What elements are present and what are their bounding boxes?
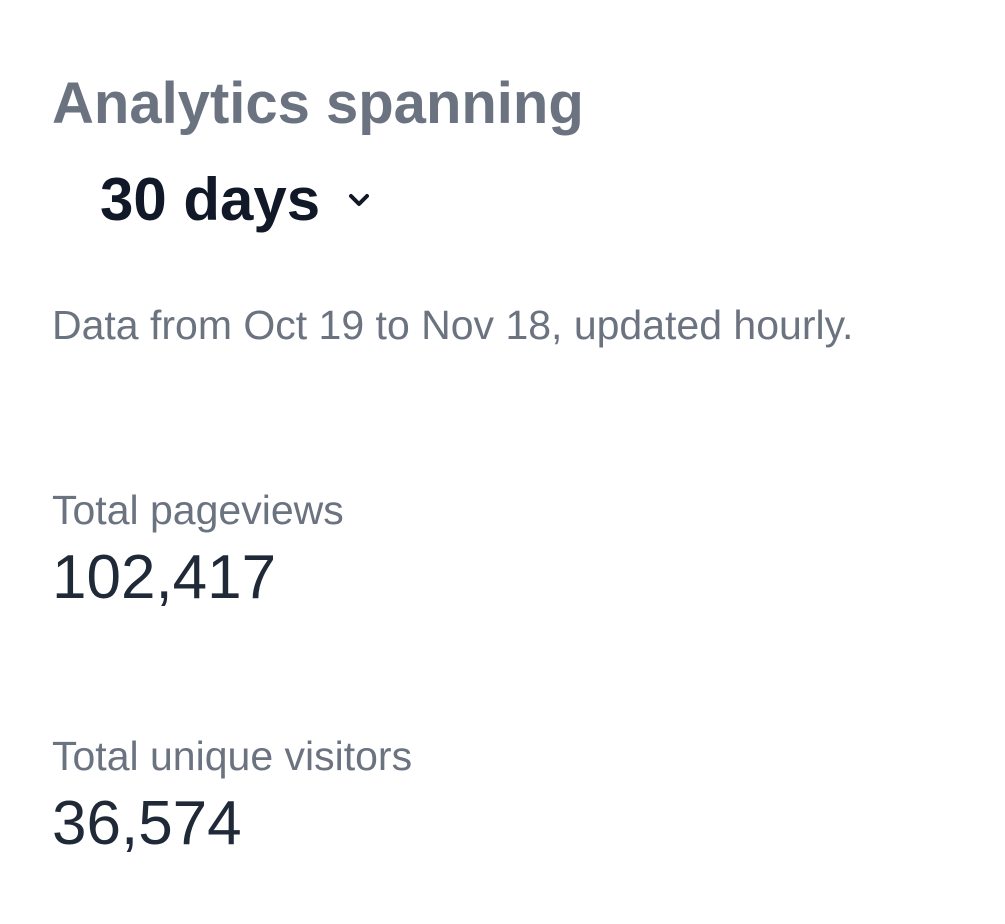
chevron-icon <box>349 193 370 206</box>
stat-block: Total pageviews 102,417 <box>52 487 344 613</box>
title: Analytics spanning <box>52 71 584 136</box>
stat-value: 36,574 <box>52 789 242 858</box>
stat-label: Total unique visitors <box>52 733 413 779</box>
range-dropdown[interactable]: 30 days <box>100 165 370 234</box>
stat-block: Total unique visitors 36,574 <box>52 733 412 859</box>
description: Data from Oct 19 to Nov 18, updated hour… <box>52 302 854 348</box>
stat-value: 102,417 <box>52 543 277 612</box>
range-label: 30 days <box>100 166 321 233</box>
stat-label: Total pageviews <box>52 487 344 533</box>
